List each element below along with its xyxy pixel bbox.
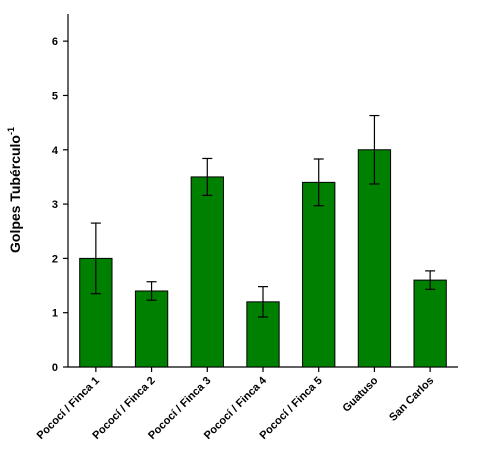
bar xyxy=(190,176,224,368)
bar xyxy=(134,290,169,368)
y-tick-label: 0 xyxy=(52,362,58,374)
y-tick-label: 1 xyxy=(52,308,58,320)
y-axis-label-exponent: -1 xyxy=(6,127,16,135)
y-tick-label: 3 xyxy=(52,199,58,211)
y-tick-label: 4 xyxy=(52,145,59,157)
y-tick-label: 5 xyxy=(52,90,58,102)
x-tick-label: San Carlos xyxy=(387,375,436,424)
x-tick-label: Guatuso xyxy=(341,374,381,414)
y-axis-label: Golpes Tubérculo-1 xyxy=(6,127,23,253)
x-tick-label: Pococí / Finca 5 xyxy=(258,375,325,442)
y-ticks: 0 1 2 3 4 5 6 xyxy=(52,36,68,374)
bars xyxy=(79,114,447,368)
bar xyxy=(302,181,336,368)
y-tick-label: 2 xyxy=(52,253,58,265)
y-tick-label: 6 xyxy=(52,36,58,48)
y-axis-label-text: Golpes Tubérculo xyxy=(7,135,23,253)
bar xyxy=(413,279,447,368)
